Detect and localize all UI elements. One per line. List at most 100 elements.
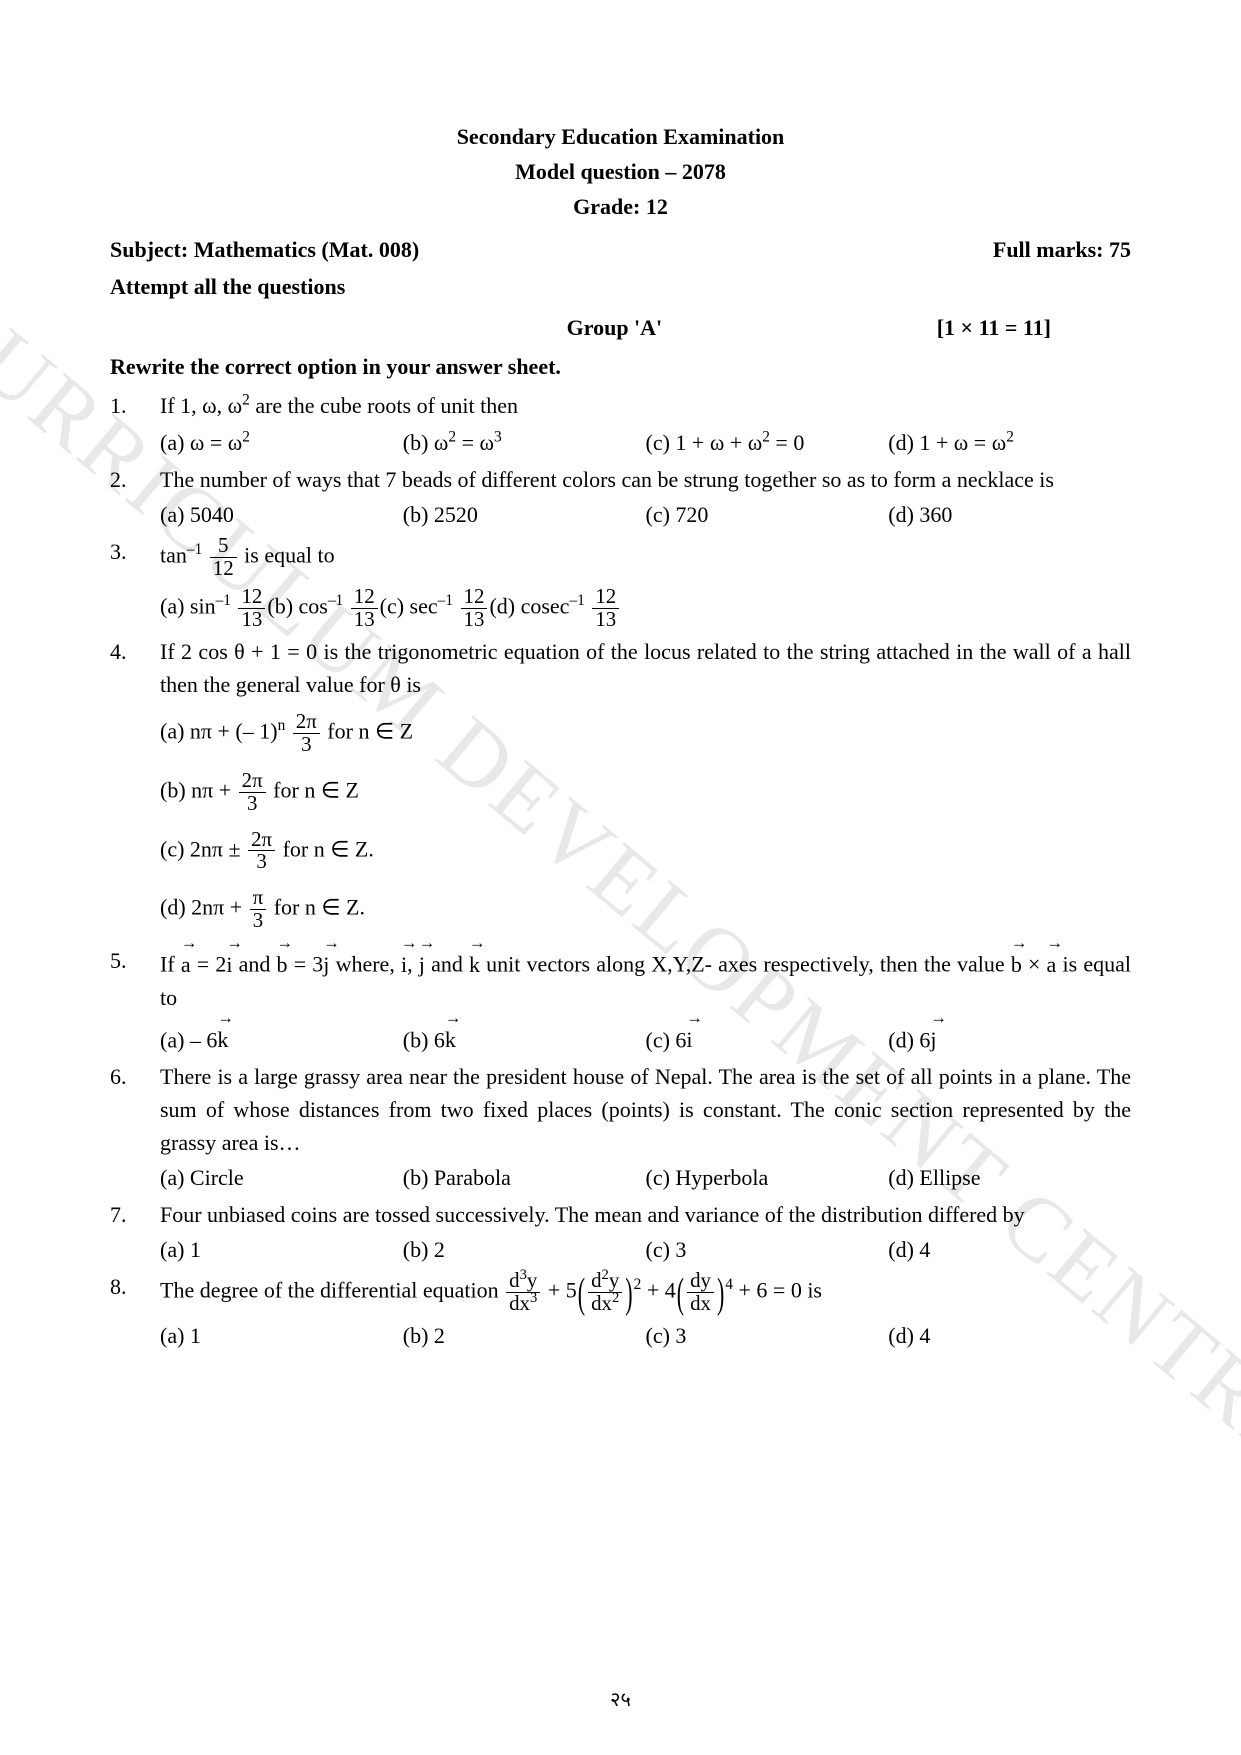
q3-frac-den: 12 [210,558,237,580]
q5-t2: = 2 [191,952,227,977]
q8-f1d-sup: 3 [530,1290,537,1306]
q4-b-pre: (b) nπ + [160,777,237,802]
q5-t6: , [407,952,419,977]
q5-vec-a1: a [181,944,191,980]
q3-c-den: 13 [461,609,488,631]
q3-option-d: (d) cosec–1 1213 [489,586,621,631]
q2-option-b: (b) 2520 [403,498,646,531]
q4-b-den: 3 [239,793,266,815]
q5-vec-i1: i [226,944,232,980]
q8-option-a: (a) 1 [160,1319,403,1352]
q5-option-d: (d) 6j [888,1020,1131,1056]
q5-a-vec: k [217,1020,228,1056]
q8-frac-2: d2ydx2 [588,1270,622,1315]
q8-plus2: + 4 [647,1277,676,1302]
q3-sup: –1 [187,541,202,558]
q5-b-vec: k [445,1020,456,1056]
q3-d-frac: 1213 [592,586,619,631]
header-line-1: Secondary Education Examination [110,120,1131,153]
q1-b-mid: = ω [456,430,494,455]
q8-frac-3: dydx [687,1270,714,1315]
q4-a-sup: n [278,717,286,734]
q4-number: 4. [110,635,160,933]
q3-b-frac: 1213 [351,586,378,631]
page-number: २५ [0,1685,1241,1715]
q1-b-sup2: 2 [448,429,456,446]
q1-option-d: (d) 1 + ω = ω2 [888,426,1131,459]
q5-c-pre: (c) 6 [646,1027,687,1052]
page-content: Secondary Education Examination Model qu… [110,120,1131,1352]
q5-t4: = 3 [288,952,324,977]
full-marks: Full marks: 75 [993,233,1131,266]
question-7: 7. Four unbiased coins are tossed succes… [110,1198,1131,1266]
q8-f1d-dx: dx [509,1291,530,1315]
q7-option-b: (b) 2 [403,1233,646,1266]
q8-f2d-dx: dx [591,1291,612,1315]
q8-option-b: (b) 2 [403,1319,646,1352]
q3-c-frac: 1213 [461,586,488,631]
q8-f1d: dx3 [506,1293,540,1315]
q4-a-num: 2π [293,711,320,734]
q2-option-c: (c) 720 [646,498,889,531]
q5-vec-b1: b [277,944,288,980]
q1-option-a: (a) ω = ω2 [160,426,403,459]
q5-t1: If [160,952,181,977]
q4-option-b: (b) nπ + 2π3 for n ∈ Z [160,770,1131,815]
q3-a-pre: (a) sin [160,593,216,618]
q5-vec-j2: j [419,944,425,980]
q3-option-c: (c) sec–1 1213 [380,586,490,631]
q4-option-c: (c) 2nπ ± 2π3 for n ∈ Z. [160,829,1131,874]
q1-b-pre: (b) ω [403,430,449,455]
q3-d-den: 13 [592,609,619,631]
q3-c-num: 12 [461,586,488,609]
q3-d-num: 12 [592,586,619,609]
q3-c-pre: (c) sec [380,593,438,618]
q4-c-frac: 2π3 [248,829,275,874]
q7-number: 7. [110,1198,160,1266]
q5-vec-k1: k [469,944,480,980]
q3-a-sup: –1 [216,592,231,609]
q5-b-pre: (b) 6 [403,1027,445,1052]
q1-number: 1. [110,389,160,459]
q4-a-den: 3 [293,734,320,756]
question-4: 4. If 2 cos θ + 1 = 0 is the trigonometr… [110,635,1131,933]
q5-d-vec: j [930,1020,936,1056]
q1-c-pre: (c) 1 + ω + ω [646,430,763,455]
q1-text-a: If 1, ω, ω [160,393,242,418]
q8-lparen1: ( [578,1261,585,1324]
q4-option-d: (d) 2nπ + π3 for n ∈ Z. [160,887,1131,932]
q5-t7: and [425,952,469,977]
q3-b-sup: –1 [328,592,343,609]
q3-b-den: 13 [351,609,378,631]
q6-option-a: (a) Circle [160,1161,403,1194]
q8-p2-sup: 2 [634,1276,642,1293]
q5-t3: and [232,952,276,977]
q6-text: There is a large grassy area near the pr… [160,1060,1131,1159]
q3-a-den: 13 [238,609,265,631]
q8-number: 8. [110,1270,160,1352]
q8-f2d: dx2 [588,1293,622,1315]
question-5: 5. If a = 2i and b = 3j where, i, j and … [110,944,1131,1056]
q8-f1n-sup: 3 [520,1267,527,1283]
q4-d-num: π [250,887,267,910]
q4-a-pre: (a) nπ + (– 1) [160,718,278,743]
q5-vec-i2: i [401,944,407,980]
attempt-instruction: Attempt all the questions [110,270,1131,303]
q4-c-num: 2π [248,829,275,852]
q4-b-num: 2π [239,770,266,793]
q3-d-pre: (d) cosec [489,593,569,618]
question-8: 8. The degree of the differential equati… [110,1270,1131,1352]
q1-text-b: are the cube roots of unit then [250,393,518,418]
q5-option-c: (c) 6i [646,1020,889,1056]
q1-option-c: (c) 1 + ω + ω2 = 0 [646,426,889,459]
q5-option-a: (a) – 6k [160,1020,403,1056]
q1-option-b: (b) ω2 = ω3 [403,426,646,459]
q5-option-b: (b) 6k [403,1020,646,1056]
q5-vec-b2: b [1011,944,1022,980]
header-line-2: Model question – 2078 [110,155,1131,188]
q7-option-a: (a) 1 [160,1233,403,1266]
q8-option-d: (d) 4 [888,1319,1131,1352]
q2-option-d: (d) 360 [888,498,1131,531]
q4-c-den: 3 [248,851,275,873]
question-6: 6. There is a large grassy area near the… [110,1060,1131,1194]
